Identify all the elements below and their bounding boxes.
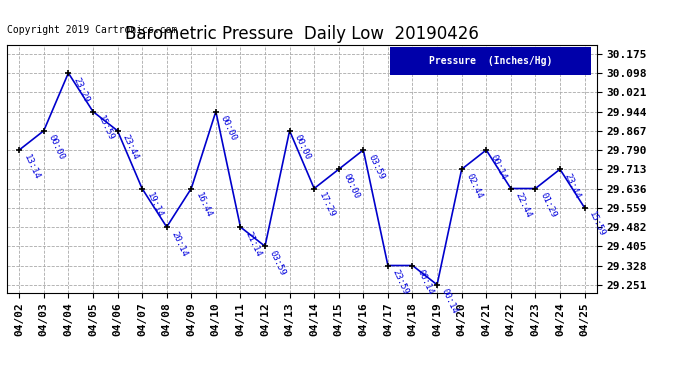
Text: 23:44: 23:44 (120, 134, 140, 162)
Text: 02:44: 02:44 (464, 172, 484, 200)
Text: 15:59: 15:59 (587, 210, 607, 239)
Text: 03:59: 03:59 (366, 153, 386, 181)
Title: Barometric Pressure  Daily Low  20190426: Barometric Pressure Daily Low 20190426 (125, 26, 479, 44)
Text: 00:00: 00:00 (46, 134, 66, 162)
Text: 13:14: 13:14 (22, 153, 41, 181)
Text: 00:14: 00:14 (440, 288, 460, 316)
Text: 20:14: 20:14 (170, 230, 189, 258)
Text: 01:29: 01:29 (538, 191, 558, 219)
Text: 23:44: 23:44 (563, 172, 582, 200)
Text: 16:44: 16:44 (194, 191, 213, 219)
Text: 22:44: 22:44 (513, 191, 533, 219)
Text: 21:14: 21:14 (243, 230, 263, 258)
Text: 15:59: 15:59 (96, 114, 115, 142)
Text: 17:29: 17:29 (317, 191, 337, 219)
Text: Copyright 2019 Cartronics.com: Copyright 2019 Cartronics.com (7, 25, 177, 35)
Text: 00:00: 00:00 (342, 172, 361, 200)
Text: 00:14: 00:14 (415, 268, 435, 297)
Text: 00:14: 00:14 (489, 153, 509, 181)
Text: 00:00: 00:00 (219, 114, 238, 142)
Text: 00:00: 00:00 (293, 134, 312, 162)
Text: 23:59: 23:59 (391, 268, 410, 297)
Text: 23:29: 23:29 (71, 76, 90, 104)
Text: 03:59: 03:59 (268, 249, 287, 277)
Text: 19:14: 19:14 (145, 191, 164, 219)
